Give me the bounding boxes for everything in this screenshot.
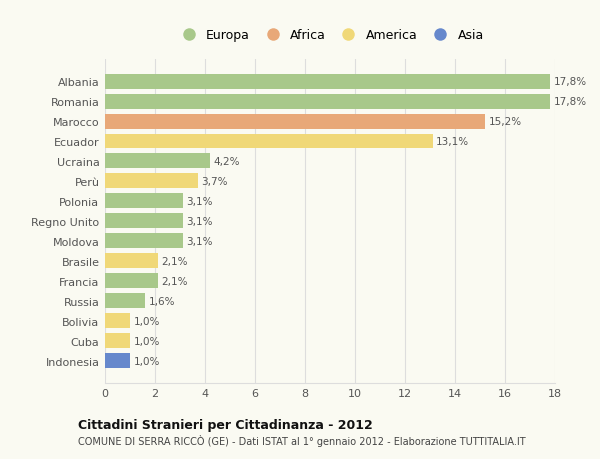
Bar (105, 174, 197, 189)
Text: 1,0%: 1,0% (134, 316, 160, 326)
Bar (105, 274, 157, 289)
Bar (105, 214, 182, 229)
Bar (105, 134, 433, 149)
Bar (105, 254, 157, 269)
Text: 1,6%: 1,6% (149, 296, 175, 306)
Bar (105, 194, 182, 209)
Bar (105, 74, 550, 90)
Bar (105, 334, 130, 349)
Text: 1,0%: 1,0% (134, 336, 160, 346)
Text: 3,1%: 3,1% (186, 236, 213, 246)
Text: 1,0%: 1,0% (134, 356, 160, 366)
Bar (105, 94, 550, 109)
Bar (105, 154, 210, 169)
Bar (105, 353, 130, 369)
Bar (105, 234, 182, 249)
Legend: Europa, Africa, America, Asia: Europa, Africa, America, Asia (171, 24, 489, 47)
Text: 2,1%: 2,1% (161, 257, 188, 266)
Text: 17,8%: 17,8% (554, 97, 587, 107)
Bar (105, 313, 130, 329)
Bar (105, 294, 145, 309)
Text: 15,2%: 15,2% (489, 117, 522, 127)
Text: 13,1%: 13,1% (436, 137, 469, 147)
Bar (105, 114, 485, 129)
Text: 3,7%: 3,7% (201, 177, 228, 186)
Text: 17,8%: 17,8% (554, 77, 587, 87)
Text: 4,2%: 4,2% (214, 157, 240, 167)
Text: Cittadini Stranieri per Cittadinanza - 2012: Cittadini Stranieri per Cittadinanza - 2… (78, 418, 373, 431)
Text: 3,1%: 3,1% (186, 196, 213, 207)
Text: 2,1%: 2,1% (161, 276, 188, 286)
Text: 3,1%: 3,1% (186, 217, 213, 226)
Text: COMUNE DI SERRA RICCÒ (GE) - Dati ISTAT al 1° gennaio 2012 - Elaborazione TUTTIT: COMUNE DI SERRA RICCÒ (GE) - Dati ISTAT … (78, 434, 526, 446)
